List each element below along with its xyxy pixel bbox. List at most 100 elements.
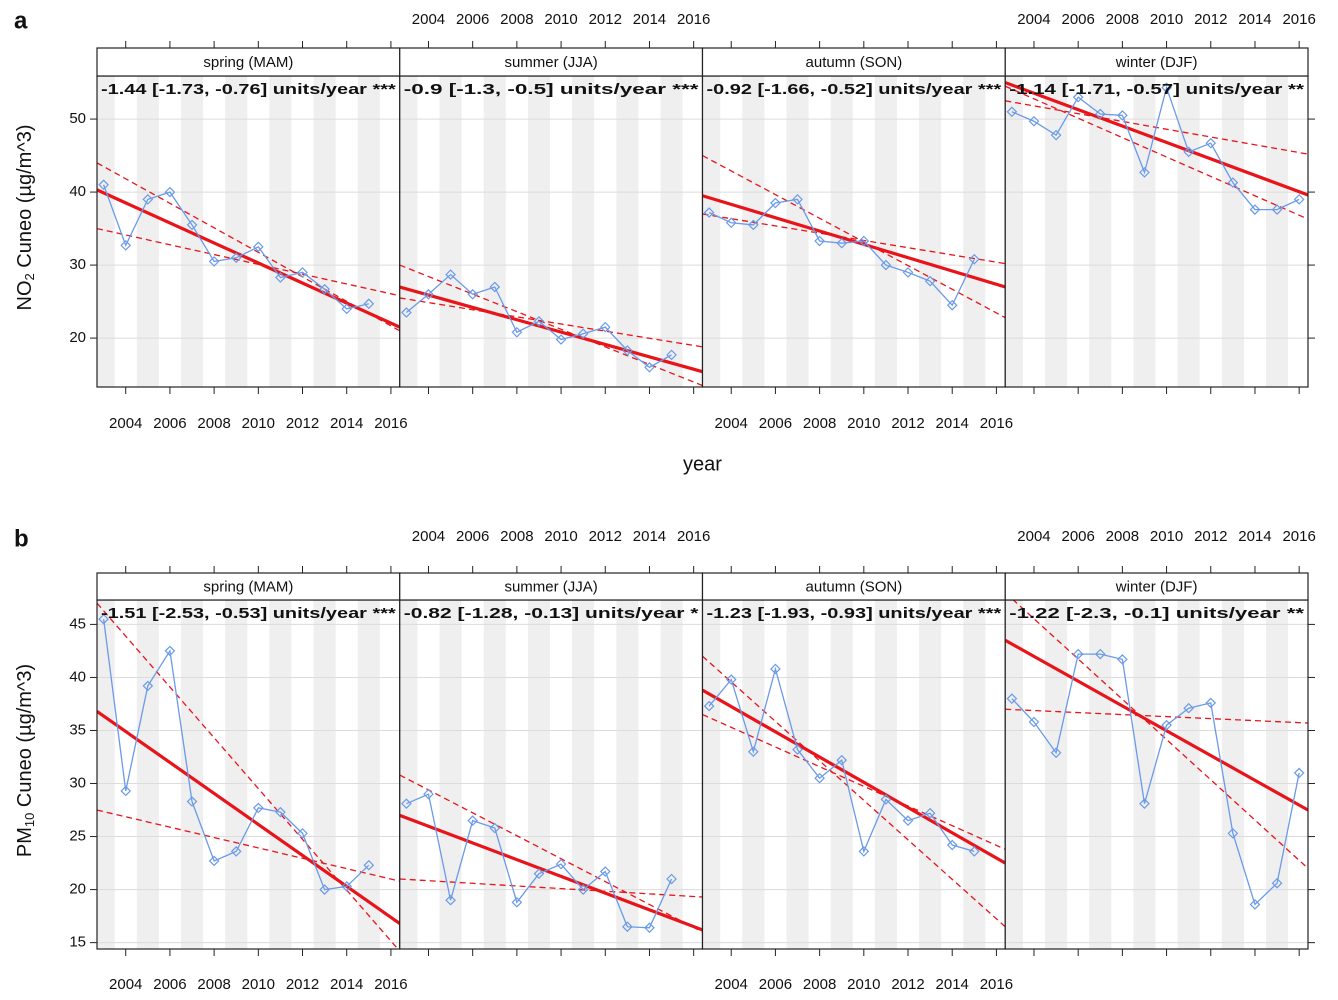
annotation: -1.14 [-1.71, -0.57] units/year ** xyxy=(1009,81,1304,98)
x-tick-label: 2012 xyxy=(589,11,622,28)
annotation: -0.82 [-1.28, -0.13] units/year * xyxy=(404,605,699,622)
background-stripe xyxy=(1221,76,1244,387)
data-point xyxy=(725,217,737,229)
data-point xyxy=(1006,693,1018,705)
data-point xyxy=(142,680,154,692)
data-point xyxy=(814,772,825,784)
data-line xyxy=(406,793,673,929)
trend-line xyxy=(1005,81,1308,197)
background-stripe xyxy=(919,76,942,387)
strip xyxy=(96,572,401,601)
data-point xyxy=(297,828,308,839)
data-point xyxy=(666,349,677,361)
background-stripe xyxy=(97,76,115,387)
y-label-sub: 2 xyxy=(22,273,37,280)
data-point xyxy=(644,361,655,373)
background-stripe xyxy=(1177,76,1200,387)
y-tick-label: 20 xyxy=(69,329,86,346)
data-point xyxy=(275,806,286,818)
data-point xyxy=(836,754,848,766)
y-tick-label: 25 xyxy=(69,828,86,845)
x-tick-label: 2008 xyxy=(803,415,836,432)
x-tick-label: 2006 xyxy=(456,11,489,28)
trend-line xyxy=(399,813,703,932)
y-tick-label: 35 xyxy=(69,721,86,738)
trend-line xyxy=(1005,638,1308,812)
x-tick-label: 2008 xyxy=(197,976,230,993)
data-point xyxy=(968,253,980,265)
x-tick-label: 2006 xyxy=(1061,528,1094,545)
data-point xyxy=(577,328,589,340)
data-point xyxy=(1139,798,1150,810)
data-point xyxy=(120,785,132,797)
data-point xyxy=(747,746,759,758)
annotation: -1.22 [-2.3, -0.1] units/year ** xyxy=(1009,605,1304,622)
data-point xyxy=(1117,654,1128,665)
background-stripe xyxy=(702,600,721,949)
x-tick-label: 2012 xyxy=(891,976,924,993)
confidence-line xyxy=(97,162,400,332)
data-point xyxy=(644,922,655,934)
data-point xyxy=(533,868,545,880)
data-point xyxy=(1050,129,1062,141)
x-tick-label: 2010 xyxy=(242,976,275,993)
data-point xyxy=(120,240,132,251)
background-stripe xyxy=(1221,600,1244,949)
x-tick-label: 2006 xyxy=(1061,11,1094,28)
confidence-line xyxy=(702,213,1006,265)
x-tick-label: 2014 xyxy=(1238,528,1271,545)
data-point xyxy=(577,884,589,895)
data-point xyxy=(489,822,501,834)
x-tick-label: 2006 xyxy=(759,976,792,993)
data-point xyxy=(230,846,242,857)
x-tick-label: 2016 xyxy=(374,415,407,432)
data-point xyxy=(1139,167,1150,178)
data-point xyxy=(792,194,803,205)
data-point xyxy=(423,288,434,300)
x-tick-label: 2016 xyxy=(677,528,710,545)
data-point xyxy=(401,307,412,318)
x-tick-label: 2010 xyxy=(544,528,577,545)
data-point xyxy=(725,674,737,685)
strip-label: autumn (SON) xyxy=(806,578,903,595)
y-tick-label: 30 xyxy=(69,256,86,273)
background-stripe xyxy=(357,76,380,387)
x-tick-label: 2012 xyxy=(589,528,622,545)
x-tick-label: 2004 xyxy=(109,976,142,993)
y-label-main: PM xyxy=(14,827,36,857)
data-point xyxy=(770,197,781,209)
confidence-line xyxy=(1005,85,1308,220)
x-tick-label: 2006 xyxy=(759,415,792,432)
confidence-line xyxy=(1012,600,1308,869)
background-stripe xyxy=(225,76,248,387)
data-point xyxy=(341,881,353,892)
y-tick-label: 40 xyxy=(69,183,86,200)
data-point xyxy=(599,321,611,333)
background-stripe xyxy=(702,76,721,387)
x-tick-label: 2008 xyxy=(803,976,836,993)
data-point xyxy=(489,281,501,293)
data-point xyxy=(252,802,264,814)
x-tick-label: 2010 xyxy=(1150,528,1183,545)
x-tick-label: 2014 xyxy=(1238,11,1271,28)
confidence-line xyxy=(97,227,400,297)
x-tick-label: 2014 xyxy=(633,528,666,545)
confidence-line xyxy=(702,155,1006,319)
background-stripe xyxy=(919,600,942,949)
data-line xyxy=(102,619,370,891)
data-point xyxy=(1161,82,1172,94)
annotation: -0.92 [-1.66, -0.52] units/year *** xyxy=(707,81,1002,98)
background-stripe xyxy=(742,76,765,387)
data-point xyxy=(533,315,545,327)
x-tick-label: 2008 xyxy=(500,11,533,28)
x-tick-label: 2016 xyxy=(677,11,710,28)
data-point xyxy=(1050,747,1062,759)
x-tick-label: 2014 xyxy=(330,415,363,432)
data-point xyxy=(445,269,456,280)
confidence-line xyxy=(399,774,703,933)
data-point xyxy=(555,858,567,870)
data-point xyxy=(297,267,308,278)
data-point xyxy=(880,794,892,805)
data-point xyxy=(703,700,715,712)
x-tick-label: 2014 xyxy=(330,976,363,993)
